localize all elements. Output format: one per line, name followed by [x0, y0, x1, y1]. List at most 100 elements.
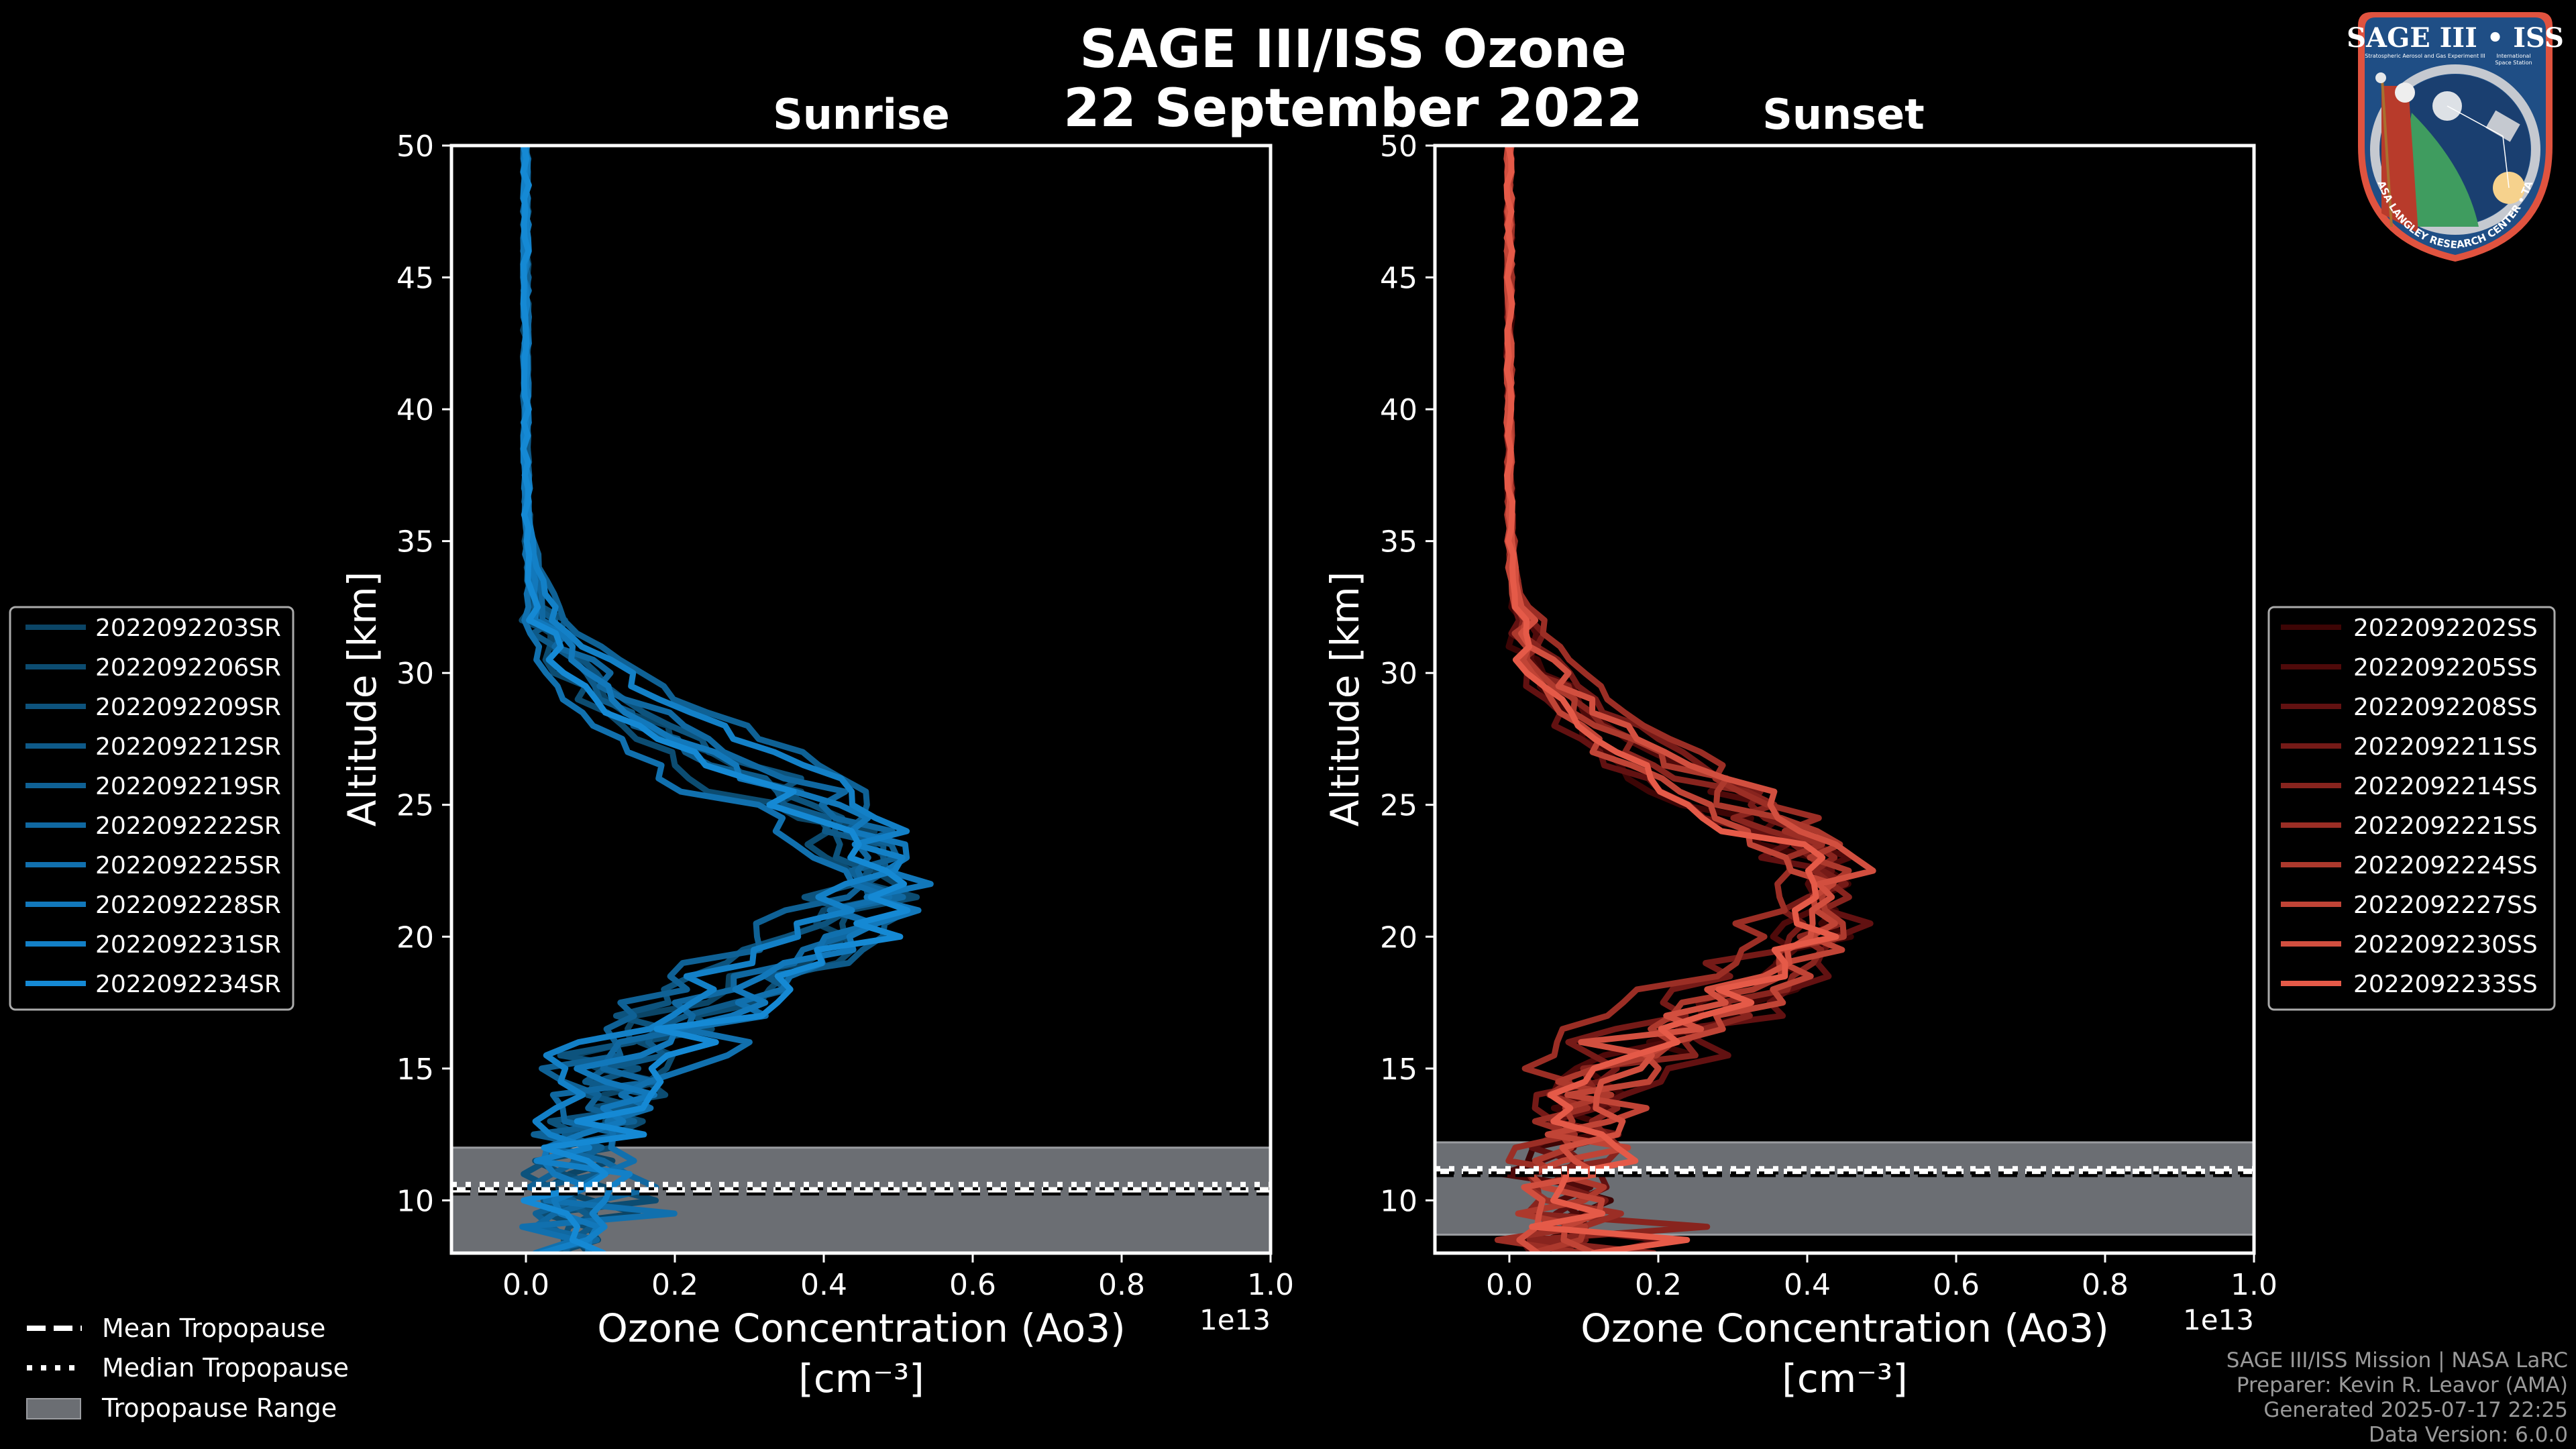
sunrise-ytick-label: 30	[396, 657, 434, 691]
mean-tropopause-label: Mean Tropopause	[102, 1313, 325, 1343]
tropopause-legend: Mean Tropopause Median Tropopause Tropop…	[26, 1313, 349, 1423]
sunrise-axes-frame	[449, 144, 1273, 1255]
sunrise-x-axis-label: Ozone Concentration (Ao3)	[597, 1305, 1126, 1351]
sunrise-y-axis-label: Altitude [km]	[339, 572, 385, 826]
legend-item-2022092214SS: 2022092214SS	[2281, 773, 2538, 800]
logo-right-caption-2: Space Station	[2495, 60, 2532, 66]
trop-legend-range: Tropopause Range	[26, 1393, 337, 1423]
legend-label-2022092230SS: 2022092230SS	[2353, 931, 2538, 959]
sunset-y-axis-label: Altitude [km]	[1322, 572, 1368, 826]
sunset-legend: 2022092202SS 2022092205SS 2022092208SS 2022…	[2267, 606, 2556, 1011]
sunrise-ytick-label: 15	[396, 1053, 434, 1087]
legend-label-2022092202SS: 2022092202SS	[2353, 614, 2538, 642]
legend-item-2022092230SS: 2022092230SS	[2281, 931, 2538, 959]
legend-label-2022092211SS: 2022092211SS	[2353, 733, 2538, 761]
sunset-ytick-label: 45	[1380, 262, 1417, 296]
sunset-xtick-label: 0.2	[1635, 1268, 1682, 1302]
legend-item-2022092219SR: 2022092219SR	[25, 773, 281, 800]
sunrise-x-ticks: 0.0 0.2 0.4 0.6 0.8 1.0	[502, 1253, 1294, 1302]
legend-item-2022092221SS: 2022092221SS	[2281, 812, 2538, 840]
legend-label-2022092206SR: 2022092206SR	[95, 654, 281, 682]
sunset-xtick-label: 0.0	[1486, 1268, 1533, 1302]
logo-left-caption: Stratospheric Aerosol and Gas Experiment…	[2365, 53, 2485, 59]
logo-wizard-staff	[2381, 78, 2393, 227]
footer-mission: SAGE III/ISS Mission | NASA LaRC	[2226, 1348, 2568, 1373]
trop-legend-median: Median Tropopause	[27, 1353, 349, 1383]
sunrise-plot-title: Sunrise	[773, 90, 950, 139]
legend-item-2022092203SR: 2022092203SR	[25, 614, 281, 642]
footer-credits: SAGE III/ISS Mission | NASA LaRC Prepare…	[2226, 1348, 2568, 1447]
legend-label-2022092208SS: 2022092208SS	[2353, 694, 2538, 721]
logo-title: SAGE III • ISS	[2347, 22, 2564, 54]
sunrise-ytick-label: 40	[396, 393, 434, 427]
sunrise-x-offset-label: 1e13	[1199, 1303, 1271, 1336]
legend-item-2022092231SR: 2022092231SR	[25, 931, 281, 959]
legend-item-2022092205SS: 2022092205SS	[2281, 654, 2538, 682]
sunset-xtick-label: 1.0	[2231, 1268, 2277, 1302]
legend-item-2022092233SS: 2022092233SS	[2281, 971, 2538, 998]
sunrise-ytick-label: 35	[396, 525, 434, 559]
sunrise-xtick-label: 0.8	[1098, 1268, 1145, 1302]
sunrise-xtick-label: 0.6	[949, 1268, 996, 1302]
logo-earth	[2406, 113, 2479, 227]
sunset-x-offset-label: 1e13	[2183, 1303, 2254, 1336]
legend-label-2022092234SR: 2022092234SR	[95, 971, 281, 998]
sunset-x-ticks: 0.0 0.2 0.4 0.6 0.8 1.0	[1486, 1253, 2277, 1302]
sunrise-series-layer	[519, 146, 934, 1253]
sunset-ytick-label: 30	[1380, 657, 1417, 691]
series-line-2022092234SR	[520, 146, 911, 1253]
series-line-2022092233SS	[1503, 146, 1839, 1253]
sunrise-tropopause-lines	[451, 1181, 1271, 1196]
sunset-ytick-label: 40	[1380, 393, 1417, 427]
legend-label-2022092224SS: 2022092224SS	[2353, 852, 2538, 879]
legend-label-2022092221SS: 2022092221SS	[2353, 812, 2538, 840]
logo-beam-moon	[2447, 105, 2504, 137]
sunrise-panel: 0.0 0.2 0.4 0.6 0.8 1.0 10 15 20 25 30 35 40 45 50 Oz…	[339, 129, 1294, 1401]
sunrise-xtick-label: 0.0	[502, 1268, 549, 1302]
sunrise-ytick-label: 20	[396, 920, 434, 955]
sunset-ytick-label: 15	[1380, 1053, 1417, 1087]
sunrise-xtick-label: 0.4	[800, 1268, 847, 1302]
figure-title-line1: SAGE III/ISS Ozone	[1079, 19, 1626, 80]
legend-label-2022092212SR: 2022092212SR	[95, 733, 281, 761]
figure-title-line2: 22 September 2022	[1063, 78, 1643, 139]
logo-staff-orb	[2375, 72, 2386, 83]
sunset-ytick-label: 35	[1380, 525, 1417, 559]
sunset-axes-frame	[1433, 144, 2256, 1255]
legend-item-2022092209SR: 2022092209SR	[25, 694, 281, 721]
logo-wizard-beard	[2395, 83, 2415, 103]
sunset-tropopause-lines	[1435, 1166, 2254, 1177]
sunset-x-axis-units: [cm⁻³]	[1782, 1356, 1908, 1401]
legend-item-2022092202SS: 2022092202SS	[2281, 614, 2538, 642]
median-tropopause-label: Median Tropopause	[102, 1353, 349, 1383]
sunrise-x-axis-units: [cm⁻³]	[798, 1356, 924, 1401]
logo-right-caption-1: International	[2496, 53, 2530, 59]
legend-item-2022092206SR: 2022092206SR	[25, 654, 281, 682]
sunrise-ytick-label: 45	[396, 262, 434, 296]
legend-item-2022092211SS: 2022092211SS	[2281, 733, 2538, 761]
legend-item-2022092224SS: 2022092224SS	[2281, 852, 2538, 879]
sunset-plot-title: Sunset	[1762, 90, 1925, 139]
sunset-ytick-label: 25	[1380, 789, 1417, 823]
sunset-x-axis-label: Ozone Concentration (Ao3)	[1580, 1305, 2109, 1351]
sunset-panel: 0.0 0.2 0.4 0.6 0.8 1.0 10 15 20 25 30 35 40 45 50 Oz…	[1322, 129, 2277, 1401]
sunrise-legend-items: 2022092203SR 2022092206SR 2022092209SR 2022…	[25, 614, 281, 998]
sunset-ytick-label: 20	[1380, 920, 1417, 955]
sunrise-ytick-label: 25	[396, 789, 434, 823]
sunset-ytick-label: 10	[1380, 1184, 1417, 1218]
trop-legend-mean: Mean Tropopause	[27, 1313, 325, 1343]
legend-label-2022092214SS: 2022092214SS	[2353, 773, 2538, 800]
legend-label-2022092209SR: 2022092209SR	[95, 694, 281, 721]
legend-label-2022092228SR: 2022092228SR	[95, 892, 281, 919]
sunrise-xtick-label: 0.2	[651, 1268, 698, 1302]
footer-generated: Generated 2025-07-17 22:25	[2263, 1398, 2568, 1422]
sunrise-xtick-label: 1.0	[1247, 1268, 1294, 1302]
sunset-ytick-label: 50	[1380, 129, 1417, 164]
legend-item-2022092227SS: 2022092227SS	[2281, 892, 2538, 919]
sunset-xtick-label: 0.4	[1784, 1268, 1831, 1302]
sunset-legend-items: 2022092202SS 2022092205SS 2022092208SS 2022…	[2281, 614, 2538, 998]
logo-ring	[2370, 64, 2540, 235]
legend-label-2022092227SS: 2022092227SS	[2353, 892, 2538, 919]
sunset-y-ticks: 10 15 20 25 30 35 40 45 50	[1380, 129, 1435, 1218]
footer-data-version: Data Version: 6.0.0	[2369, 1423, 2568, 1447]
